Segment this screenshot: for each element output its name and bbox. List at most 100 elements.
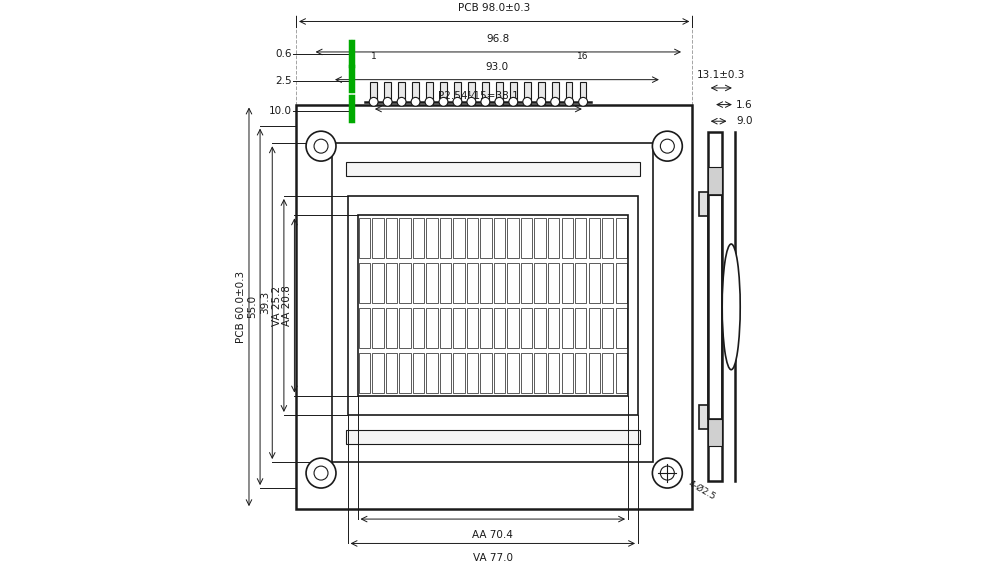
Circle shape (425, 97, 434, 106)
Bar (708, 132, 722, 482)
Bar (548, 308, 559, 348)
Bar (480, 353, 492, 393)
Bar (494, 218, 505, 258)
Bar (534, 308, 546, 348)
Circle shape (306, 458, 336, 488)
Bar (521, 218, 532, 258)
Circle shape (495, 97, 504, 106)
Bar (566, 82, 572, 105)
Bar (589, 263, 600, 303)
Bar (399, 218, 411, 258)
Circle shape (453, 97, 462, 106)
Circle shape (369, 97, 378, 106)
Bar (399, 263, 411, 303)
Text: PCB 60.0±0.3: PCB 60.0±0.3 (236, 271, 246, 343)
Bar (602, 263, 613, 303)
Circle shape (509, 97, 518, 106)
Bar (480, 218, 492, 258)
Circle shape (314, 466, 328, 480)
Bar (426, 308, 438, 348)
Bar (426, 353, 438, 393)
Bar (359, 308, 370, 348)
Bar (538, 82, 545, 105)
Bar (413, 263, 424, 303)
Bar (440, 308, 451, 348)
Circle shape (652, 131, 682, 161)
Text: VA 77.0: VA 77.0 (473, 554, 513, 563)
Circle shape (652, 458, 682, 488)
Bar (413, 218, 424, 258)
Bar (534, 263, 546, 303)
Bar (575, 218, 586, 258)
Bar (386, 218, 397, 258)
Bar (507, 263, 519, 303)
Bar (467, 308, 478, 348)
Circle shape (660, 466, 674, 480)
Text: J: J (353, 82, 356, 92)
Bar (412, 82, 419, 105)
Bar (440, 82, 447, 105)
Bar (602, 353, 613, 393)
Bar (399, 353, 411, 393)
Text: 93.0: 93.0 (485, 62, 509, 72)
Text: 4-Ø2.5: 4-Ø2.5 (687, 479, 717, 501)
Bar (562, 218, 573, 258)
Bar (496, 82, 503, 105)
Bar (440, 353, 451, 393)
Text: 96.8: 96.8 (487, 34, 510, 44)
Bar (359, 218, 370, 258)
Bar (467, 263, 478, 303)
Bar (510, 82, 517, 105)
Bar (534, 218, 546, 258)
Text: 2.5: 2.5 (275, 76, 292, 87)
Bar (413, 308, 424, 348)
Bar (372, 218, 384, 258)
Bar (494, 353, 505, 393)
Text: 0.6: 0.6 (275, 49, 292, 59)
Bar (494, 308, 505, 348)
Bar (521, 263, 532, 303)
Bar (468, 82, 475, 105)
Bar (426, 82, 433, 105)
Bar (359, 353, 370, 393)
Circle shape (565, 97, 574, 106)
Circle shape (397, 97, 406, 106)
Text: 13.1±0.3: 13.1±0.3 (697, 70, 745, 80)
Bar (534, 353, 546, 393)
Bar (589, 353, 600, 393)
Bar (562, 263, 573, 303)
Bar (370, 82, 377, 105)
Circle shape (467, 97, 476, 106)
Bar (480, 308, 492, 348)
Circle shape (579, 97, 588, 106)
Bar (548, 353, 559, 393)
Bar (575, 263, 586, 303)
Text: 1.6: 1.6 (736, 100, 753, 110)
Bar (616, 353, 627, 393)
Text: VA 25.2: VA 25.2 (272, 285, 282, 325)
Text: 55.0: 55.0 (247, 295, 257, 319)
Bar (454, 82, 461, 105)
Circle shape (551, 97, 560, 106)
Text: P2.54⅟15=38.1: P2.54⅟15=38.1 (438, 91, 519, 101)
Text: 10.0: 10.0 (269, 106, 292, 116)
Circle shape (314, 139, 328, 153)
Bar (507, 353, 519, 393)
Bar (708, 195, 722, 418)
Text: AA 20.8: AA 20.8 (282, 285, 292, 326)
Bar (580, 82, 586, 105)
Text: 1: 1 (371, 53, 377, 61)
Bar (467, 353, 478, 393)
Bar (507, 218, 519, 258)
Bar (426, 218, 438, 258)
Bar (453, 263, 465, 303)
Bar (575, 353, 586, 393)
Bar (699, 405, 708, 429)
Bar (386, 263, 397, 303)
Bar (524, 82, 531, 105)
Bar (575, 308, 586, 348)
Text: 16: 16 (577, 53, 589, 61)
Bar (616, 308, 627, 348)
Bar (548, 263, 559, 303)
Text: AA 70.4: AA 70.4 (472, 530, 513, 540)
